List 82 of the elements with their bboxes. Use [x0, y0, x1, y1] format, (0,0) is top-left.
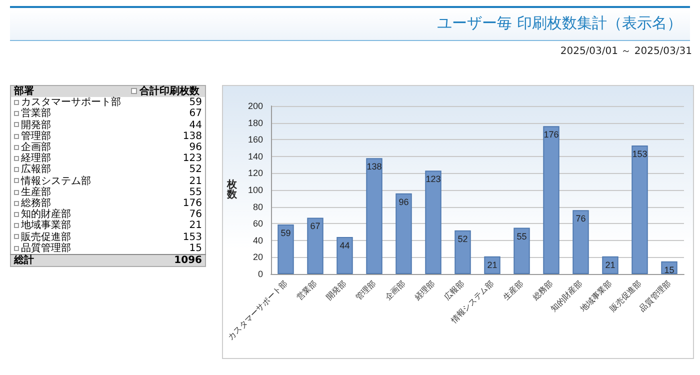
bar — [543, 126, 560, 274]
data-label: 123 — [182, 153, 203, 164]
data-label: 21 — [188, 220, 203, 232]
y-tick-label: 120 — [248, 168, 263, 178]
category-label: 知的財産部 — [20, 209, 72, 220]
y-tick-label: 80 — [252, 202, 263, 212]
data-label: 21 — [188, 176, 203, 187]
data-label: 59 — [280, 228, 291, 238]
data-label: 55 — [188, 186, 203, 198]
data-label: 138 — [182, 130, 203, 142]
text: 部署 — [10, 86, 128, 98]
data-label: 76 — [188, 209, 203, 220]
category-label: 情報システム部 — [20, 176, 92, 187]
y-tick-label: 60 — [252, 218, 263, 229]
data-label: 44 — [188, 120, 203, 131]
x-tick-label: 開発部 — [324, 278, 348, 302]
data-label: 21 — [487, 260, 498, 270]
bar — [454, 230, 471, 274]
bar — [572, 210, 589, 274]
data-label: 96 — [398, 196, 409, 207]
data-label: 55 — [516, 231, 527, 242]
category-label: 営業部 — [20, 108, 52, 120]
bar — [514, 228, 530, 274]
data-label: 15 — [664, 264, 674, 275]
data-label: 52 — [458, 234, 468, 244]
text: ユーザー毎 印刷枚数集計（表示名） — [437, 14, 682, 33]
text: 合計印刷枚数 — [128, 86, 206, 98]
bar — [366, 158, 382, 274]
category-label: 総務部 — [20, 198, 51, 210]
data-label: 176 — [544, 130, 559, 140]
x-tick-label: 経理部 — [412, 278, 436, 303]
x-tick-label: 管理部 — [354, 278, 378, 302]
bar — [484, 256, 500, 274]
data-label: 52 — [188, 164, 203, 176]
category-label: 企画部 — [20, 142, 52, 154]
y-axis-title: 枚数 — [226, 178, 238, 200]
category-label: 経理部 — [20, 153, 52, 164]
data-label: 138 — [366, 162, 382, 172]
y-tick-label: 180 — [248, 118, 263, 128]
data-label: 67 — [310, 221, 320, 232]
category-label: 品質管理部 — [20, 242, 72, 254]
y-tick-label: 200 — [248, 101, 263, 111]
bar — [307, 218, 324, 274]
y-tick-label: 0 — [258, 269, 263, 279]
data-label: 15 — [188, 242, 203, 255]
y-tick-label: 100 — [248, 185, 263, 195]
bar — [396, 193, 412, 274]
x-tick-label: 営業部 — [295, 278, 318, 302]
bar — [602, 256, 618, 274]
y-tick-label: 160 — [248, 134, 263, 145]
category-label: 広報部 — [20, 164, 52, 176]
x-tick-label: 広報部 — [442, 278, 466, 302]
data-label: 21 — [605, 260, 616, 270]
data-label: 44 — [340, 240, 350, 251]
data-label: 176 — [182, 198, 203, 210]
category-label: 地域事業部 — [20, 220, 72, 232]
text: 1096 — [128, 254, 206, 267]
category-label: 生産部 — [21, 186, 52, 198]
y-tick-label: 20 — [252, 252, 263, 262]
category-label: 販売促進部 — [20, 232, 72, 243]
x-tick-label: 企画部 — [384, 278, 407, 302]
category-label: 管理部 — [20, 130, 52, 142]
text: 総計 — [10, 254, 128, 267]
data-label: 153 — [632, 148, 648, 159]
bar — [336, 237, 353, 274]
x-tick-label: カスタマーサポート部 — [226, 278, 289, 342]
text: 2025/03/01 ～ 2025/03/31 — [560, 45, 692, 58]
bar — [425, 170, 442, 274]
data-label: 96 — [188, 142, 203, 154]
y-tick-label: 40 — [252, 235, 263, 246]
data-label: 76 — [576, 214, 586, 224]
data-label: 153 — [182, 232, 203, 243]
bar — [632, 145, 648, 274]
category-label: 開発部 — [20, 120, 52, 131]
x-tick-label: 生産部 — [502, 278, 525, 302]
bar — [278, 224, 294, 274]
data-label: 67 — [188, 108, 203, 120]
data-label: 123 — [426, 174, 441, 184]
data-label: 59 — [188, 97, 203, 108]
category-label: カスタマーサポート部 — [20, 97, 122, 108]
x-tick-label: 総務部 — [530, 278, 554, 303]
y-tick-label: 140 — [248, 151, 263, 162]
